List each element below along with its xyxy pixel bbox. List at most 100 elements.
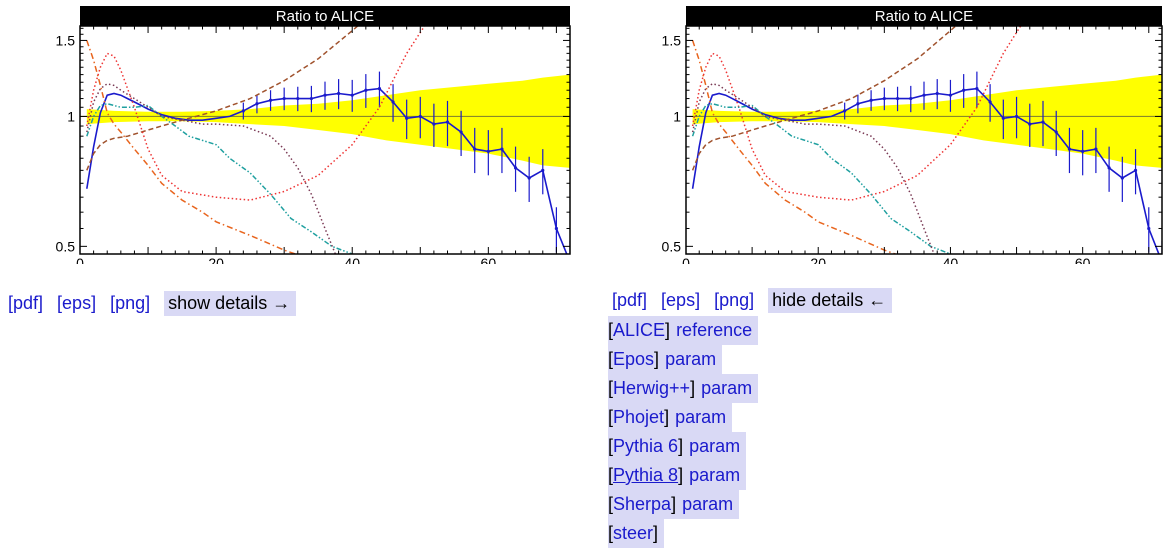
bracket: [ (608, 378, 614, 398)
x-tick-label: 40 (943, 255, 959, 264)
data-point (337, 91, 341, 96)
uncertainty-band (692, 74, 1162, 168)
series-line-4 (86, 102, 358, 254)
data-point (391, 100, 395, 104)
data-point (935, 91, 939, 96)
uncertainty-band (86, 74, 570, 168)
data-point (1120, 176, 1124, 180)
series-line-1 (86, 40, 298, 254)
series-line-1 (691, 40, 898, 254)
data-point (377, 87, 382, 91)
generator-kind-link[interactable]: param (675, 407, 727, 427)
x-tick-label: 40 (344, 255, 360, 264)
generator-link[interactable]: Pythia 8 (613, 465, 679, 485)
data-point (527, 176, 531, 180)
generator-kind-link[interactable]: param (689, 465, 741, 485)
generator-link[interactable]: Sherpa (613, 494, 672, 514)
details-row: [steer] (608, 519, 758, 548)
details-row-highlight: [Pythia 6] param (608, 432, 747, 461)
hide-details-button[interactable]: hide details ← (768, 288, 893, 313)
details-row: [Epos] param (608, 345, 758, 374)
bracket: [ (608, 320, 614, 340)
data-point (568, 260, 571, 263)
generator-kind-link[interactable]: param (665, 349, 717, 369)
data-point (1028, 122, 1032, 126)
pdf-link[interactable]: [pdf] (612, 290, 648, 310)
data-point (554, 226, 558, 231)
plot-area (686, 26, 1163, 263)
eps-link[interactable]: [eps] (661, 290, 701, 310)
data-point (405, 116, 409, 120)
data-point (418, 114, 422, 119)
details-row-highlight: [Epos] param (608, 345, 723, 374)
bracket: ] (690, 378, 696, 398)
x-tick-label: 60 (1075, 255, 1091, 264)
details-row-highlight: [ALICE] reference (608, 316, 759, 345)
bracket: ] (654, 349, 660, 369)
x-tick-label: 0 (76, 255, 84, 264)
data-point (882, 96, 886, 101)
chart-title: Ratio to ALICE (875, 8, 973, 25)
data-point (1094, 147, 1098, 151)
details-row: [Herwig++] param (608, 374, 759, 403)
generator-kind-link[interactable]: reference (676, 320, 753, 340)
bracket: ] (665, 320, 671, 340)
details-row-highlight: [Sherpa] param (608, 490, 740, 519)
png-link[interactable]: [png] (714, 290, 755, 310)
details-row: [Phojet] param (608, 403, 758, 432)
series-line-3 (86, 26, 426, 201)
x-tick-label: 60 (481, 255, 497, 264)
data-point (895, 96, 900, 101)
details-row-highlight: [Phojet] param (608, 403, 733, 432)
data-point (1054, 130, 1058, 134)
generator-link[interactable]: steer (613, 523, 654, 543)
generator-link[interactable]: Pythia 6 (613, 436, 679, 456)
data-point (1001, 116, 1005, 120)
data-point (856, 102, 860, 106)
generator-link[interactable]: ALICE (613, 320, 666, 340)
data-point (1160, 260, 1163, 263)
x-tick-label: 20 (208, 255, 224, 264)
data-point (513, 166, 518, 170)
details-list: [ALICE] reference [Epos] param [Herwig++] par… (608, 316, 759, 548)
plot-area (80, 26, 571, 263)
format-links-2: [pdf] [eps] [png] hide details ← (612, 288, 893, 313)
bracket: [ (608, 436, 614, 456)
bracket: ] (653, 523, 659, 543)
eps-link[interactable]: [eps] (57, 293, 97, 313)
generator-kind-link[interactable]: param (689, 436, 741, 456)
format-links-1: [pdf] [eps] [png] show details → (8, 291, 297, 316)
data-point (541, 168, 545, 172)
y-tick-label: 1 (67, 108, 75, 124)
y-tick-label: 1.5 (56, 32, 76, 48)
bracket: [ (608, 349, 614, 369)
data-point (255, 102, 259, 106)
data-point (1133, 168, 1138, 172)
details-row-highlight: [Herwig++] param (608, 374, 759, 403)
data-point (843, 109, 847, 113)
generator-link[interactable]: Epos (613, 349, 655, 369)
data-point (364, 88, 368, 92)
data-point (473, 147, 477, 151)
bracket: [ (608, 407, 614, 427)
details-row: [Sherpa] param (608, 490, 758, 519)
data-point (975, 87, 979, 91)
bracket: [ (608, 523, 614, 543)
data-point (988, 100, 992, 104)
bracket: [ (608, 494, 614, 514)
generator-kind-link[interactable]: param (682, 494, 734, 514)
generator-link[interactable]: Herwig++ (613, 378, 691, 398)
ratio-chart-2: Ratio to ALICE 0 20 40 60 0.5 1 1.5 (662, 6, 1163, 264)
pdf-link[interactable]: [pdf] (8, 293, 44, 313)
generator-kind-link[interactable]: param (701, 378, 753, 398)
png-link[interactable]: [png] (110, 293, 151, 313)
generator-link[interactable]: Phojet (613, 407, 665, 427)
data-point (445, 120, 450, 124)
bracket: ] (678, 465, 684, 485)
details-row-highlight: [steer] (608, 519, 665, 548)
data-point (500, 147, 504, 151)
data-point (1107, 166, 1111, 170)
series-line-5 (691, 82, 935, 254)
show-details-button[interactable]: show details → (164, 291, 297, 316)
data-point (323, 93, 327, 97)
